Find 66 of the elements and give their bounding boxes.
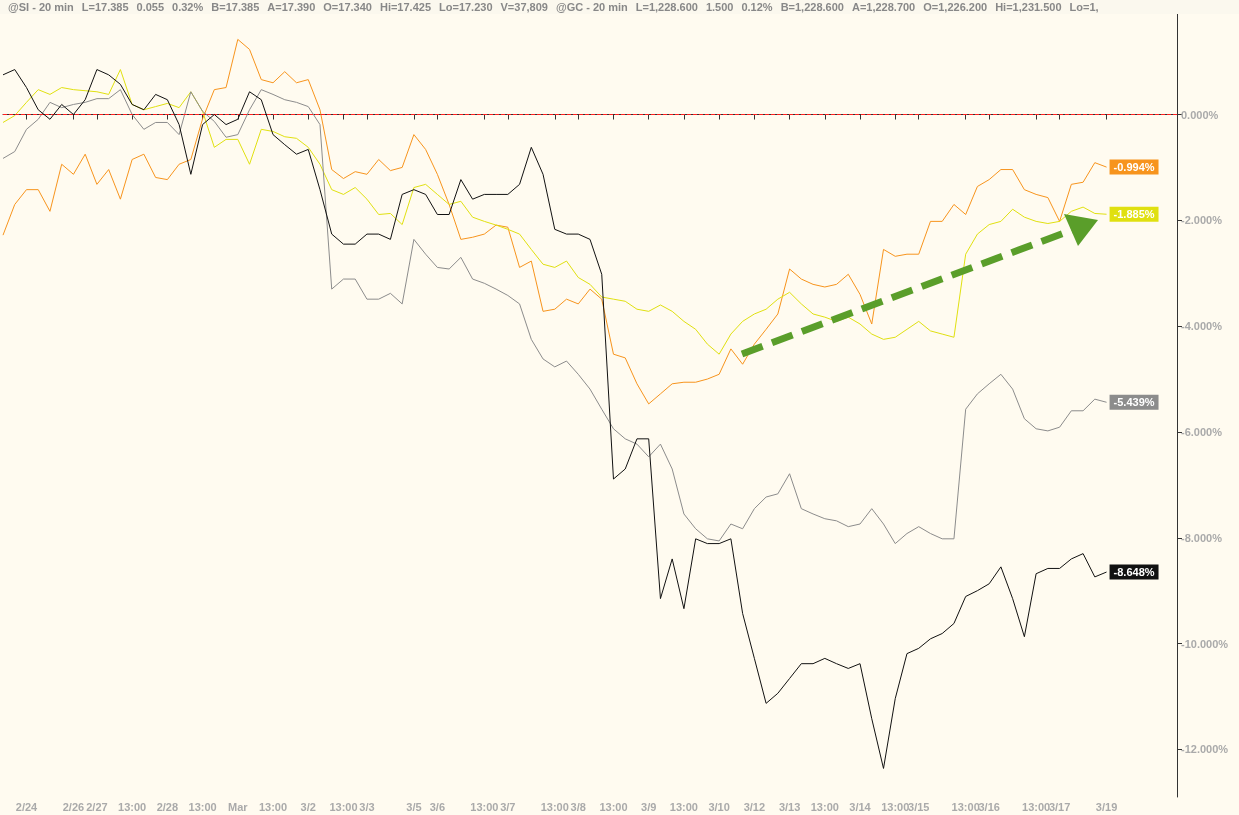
y-tick-label: -12.000% xyxy=(1181,743,1229,756)
data-label: -5.439% xyxy=(1113,396,1155,409)
x-tick-label: 13:00 xyxy=(1022,800,1051,813)
x-tick-label: 13:00 xyxy=(881,800,910,813)
text: 0.32% xyxy=(172,1,204,13)
x-tick-label: 3/10 xyxy=(708,800,730,813)
data-label: -0.994% xyxy=(1113,161,1155,174)
line-series xyxy=(2,38,1108,405)
x-tick-label: 13:00 xyxy=(540,800,569,813)
x-tick-label: 2/27 xyxy=(86,800,108,813)
x-tick-label: 13:00 xyxy=(329,800,358,813)
x-tick-label: 13:00 xyxy=(258,800,288,813)
x-tick-label: 3/14 xyxy=(849,800,872,813)
x-tick-label: 3/19 xyxy=(1095,800,1118,813)
x-tick-label: 3/5 xyxy=(406,800,422,813)
text: @SI - 20 min xyxy=(8,1,74,13)
x-tick-label: 2/26 xyxy=(62,800,85,813)
text: Hi=17.425 xyxy=(379,1,432,13)
x-tick-label: 3/16 xyxy=(978,800,1000,813)
x-tick-label: 2/24 xyxy=(15,800,39,813)
text: A=17.390 xyxy=(267,1,316,13)
data-label: -1.885% xyxy=(1113,208,1155,221)
x-tick-label: Mar xyxy=(228,800,249,813)
x-tick-label: 3/6 xyxy=(429,800,446,813)
line-series xyxy=(2,69,1108,355)
text: A=1,228.700 xyxy=(851,1,916,13)
text: Hi=1,231.500 xyxy=(995,1,1062,13)
text: 1.500 xyxy=(705,1,734,13)
text: 0.055 xyxy=(136,1,165,13)
x-tick-label: 2/28 xyxy=(156,800,179,813)
x-tick-label: 3/8 xyxy=(570,800,586,813)
x-tick-label: 13:00 xyxy=(669,800,698,813)
text: Lo=17.230 xyxy=(439,1,493,13)
x-tick-label: 3/2 xyxy=(300,800,316,813)
x-tick-label: 13:00 xyxy=(118,800,147,813)
text: B=17.385 xyxy=(211,1,260,13)
y-tick-label: -4.000% xyxy=(1181,320,1223,333)
x-tick-label: 3/9 xyxy=(641,800,657,813)
text: O=17.340 xyxy=(323,1,372,13)
x-tick-label: 13:00 xyxy=(599,800,628,813)
x-tick-label: 3/13 xyxy=(778,800,801,813)
x-tick-label: 13:00 xyxy=(188,800,217,813)
y-tick-label: -10.000% xyxy=(1181,637,1229,650)
y-tick-label: -2.000% xyxy=(1181,214,1223,227)
text: V=37,809 xyxy=(500,1,548,13)
line-series xyxy=(2,89,1108,545)
x-tick-label: 3/17 xyxy=(1048,800,1071,813)
y-tick-label: -8.000% xyxy=(1181,531,1223,544)
x-tick-label: 3/3 xyxy=(359,800,375,813)
x-tick-label: 3/15 xyxy=(908,800,930,813)
text: @GC - 20 min xyxy=(555,1,628,13)
x-tick-label: 3/12 xyxy=(743,800,766,813)
x-tick-label: 3/7 xyxy=(500,800,516,813)
text: B=1,228.600 xyxy=(780,1,844,13)
text: 0.12% xyxy=(741,1,773,13)
line-series xyxy=(2,69,1108,769)
y-tick-label: 0.000% xyxy=(1181,108,1219,121)
y-tick-label: -6.000% xyxy=(1181,425,1223,438)
x-tick-label: 13:00 xyxy=(470,800,499,813)
text: L=17.385 xyxy=(81,1,129,13)
text: Lo=1, xyxy=(1069,1,1099,13)
text: L=1,228.600 xyxy=(635,1,698,13)
x-tick-label: 13:00 xyxy=(951,800,980,813)
data-label: -8.648% xyxy=(1113,566,1155,579)
text: O=1,226.200 xyxy=(923,1,988,13)
x-tick-label: 13:00 xyxy=(810,800,839,813)
